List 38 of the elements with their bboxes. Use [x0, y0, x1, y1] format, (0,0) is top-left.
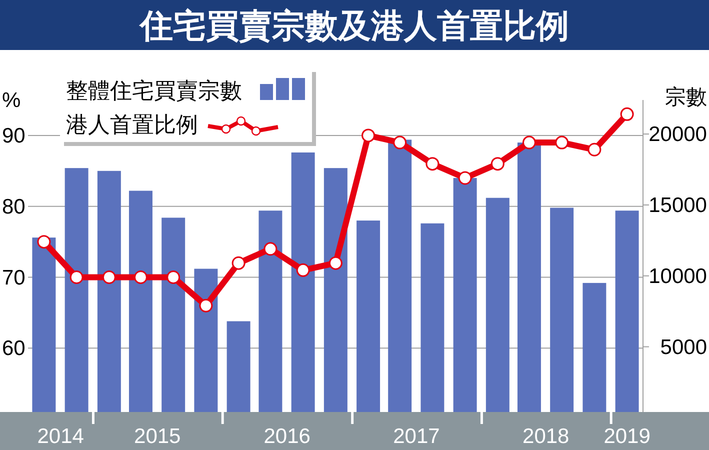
point [555, 136, 569, 150]
point [588, 142, 602, 156]
point [620, 107, 634, 121]
point [296, 263, 310, 277]
x-tick-label: 2014 [37, 425, 84, 448]
legend-label: 港人首置比例 [66, 112, 198, 137]
y2-tick-label: 10000 [648, 264, 707, 288]
y2-tick-label: 20000 [648, 123, 707, 146]
x-tick-label: 2017 [393, 425, 440, 448]
point [70, 270, 84, 284]
y-axis-title: % [2, 89, 21, 112]
x-tick-label: 2015 [134, 425, 181, 448]
point [393, 136, 407, 150]
y2-tick-label: 15000 [648, 194, 707, 217]
point [490, 157, 504, 171]
y-tick-label: 70 [2, 266, 26, 290]
chart-title: 住宅買賣宗數及港人首置比例 [138, 7, 569, 44]
point [522, 136, 536, 150]
point [264, 242, 278, 256]
point [134, 270, 148, 284]
point [426, 157, 440, 171]
point [199, 298, 213, 312]
point [458, 171, 472, 185]
x-tick-label: 2018 [522, 425, 570, 448]
y-tick-label: 80 [2, 195, 26, 218]
point [102, 270, 116, 284]
y-tick-label: 90 [2, 124, 26, 148]
x-tick-label: 2016 [264, 425, 310, 448]
legend-label: 整體住宅買賣宗數 [66, 78, 242, 103]
point [232, 256, 246, 270]
point [37, 235, 51, 249]
point [166, 270, 180, 284]
point [328, 256, 342, 270]
y2-tick-label: 5000 [660, 336, 707, 359]
y2-axis-title: 宗數 [665, 86, 707, 109]
y-tick-label: 60 [2, 337, 26, 360]
x-tick-label: 2019 [604, 425, 650, 448]
point [362, 128, 376, 142]
